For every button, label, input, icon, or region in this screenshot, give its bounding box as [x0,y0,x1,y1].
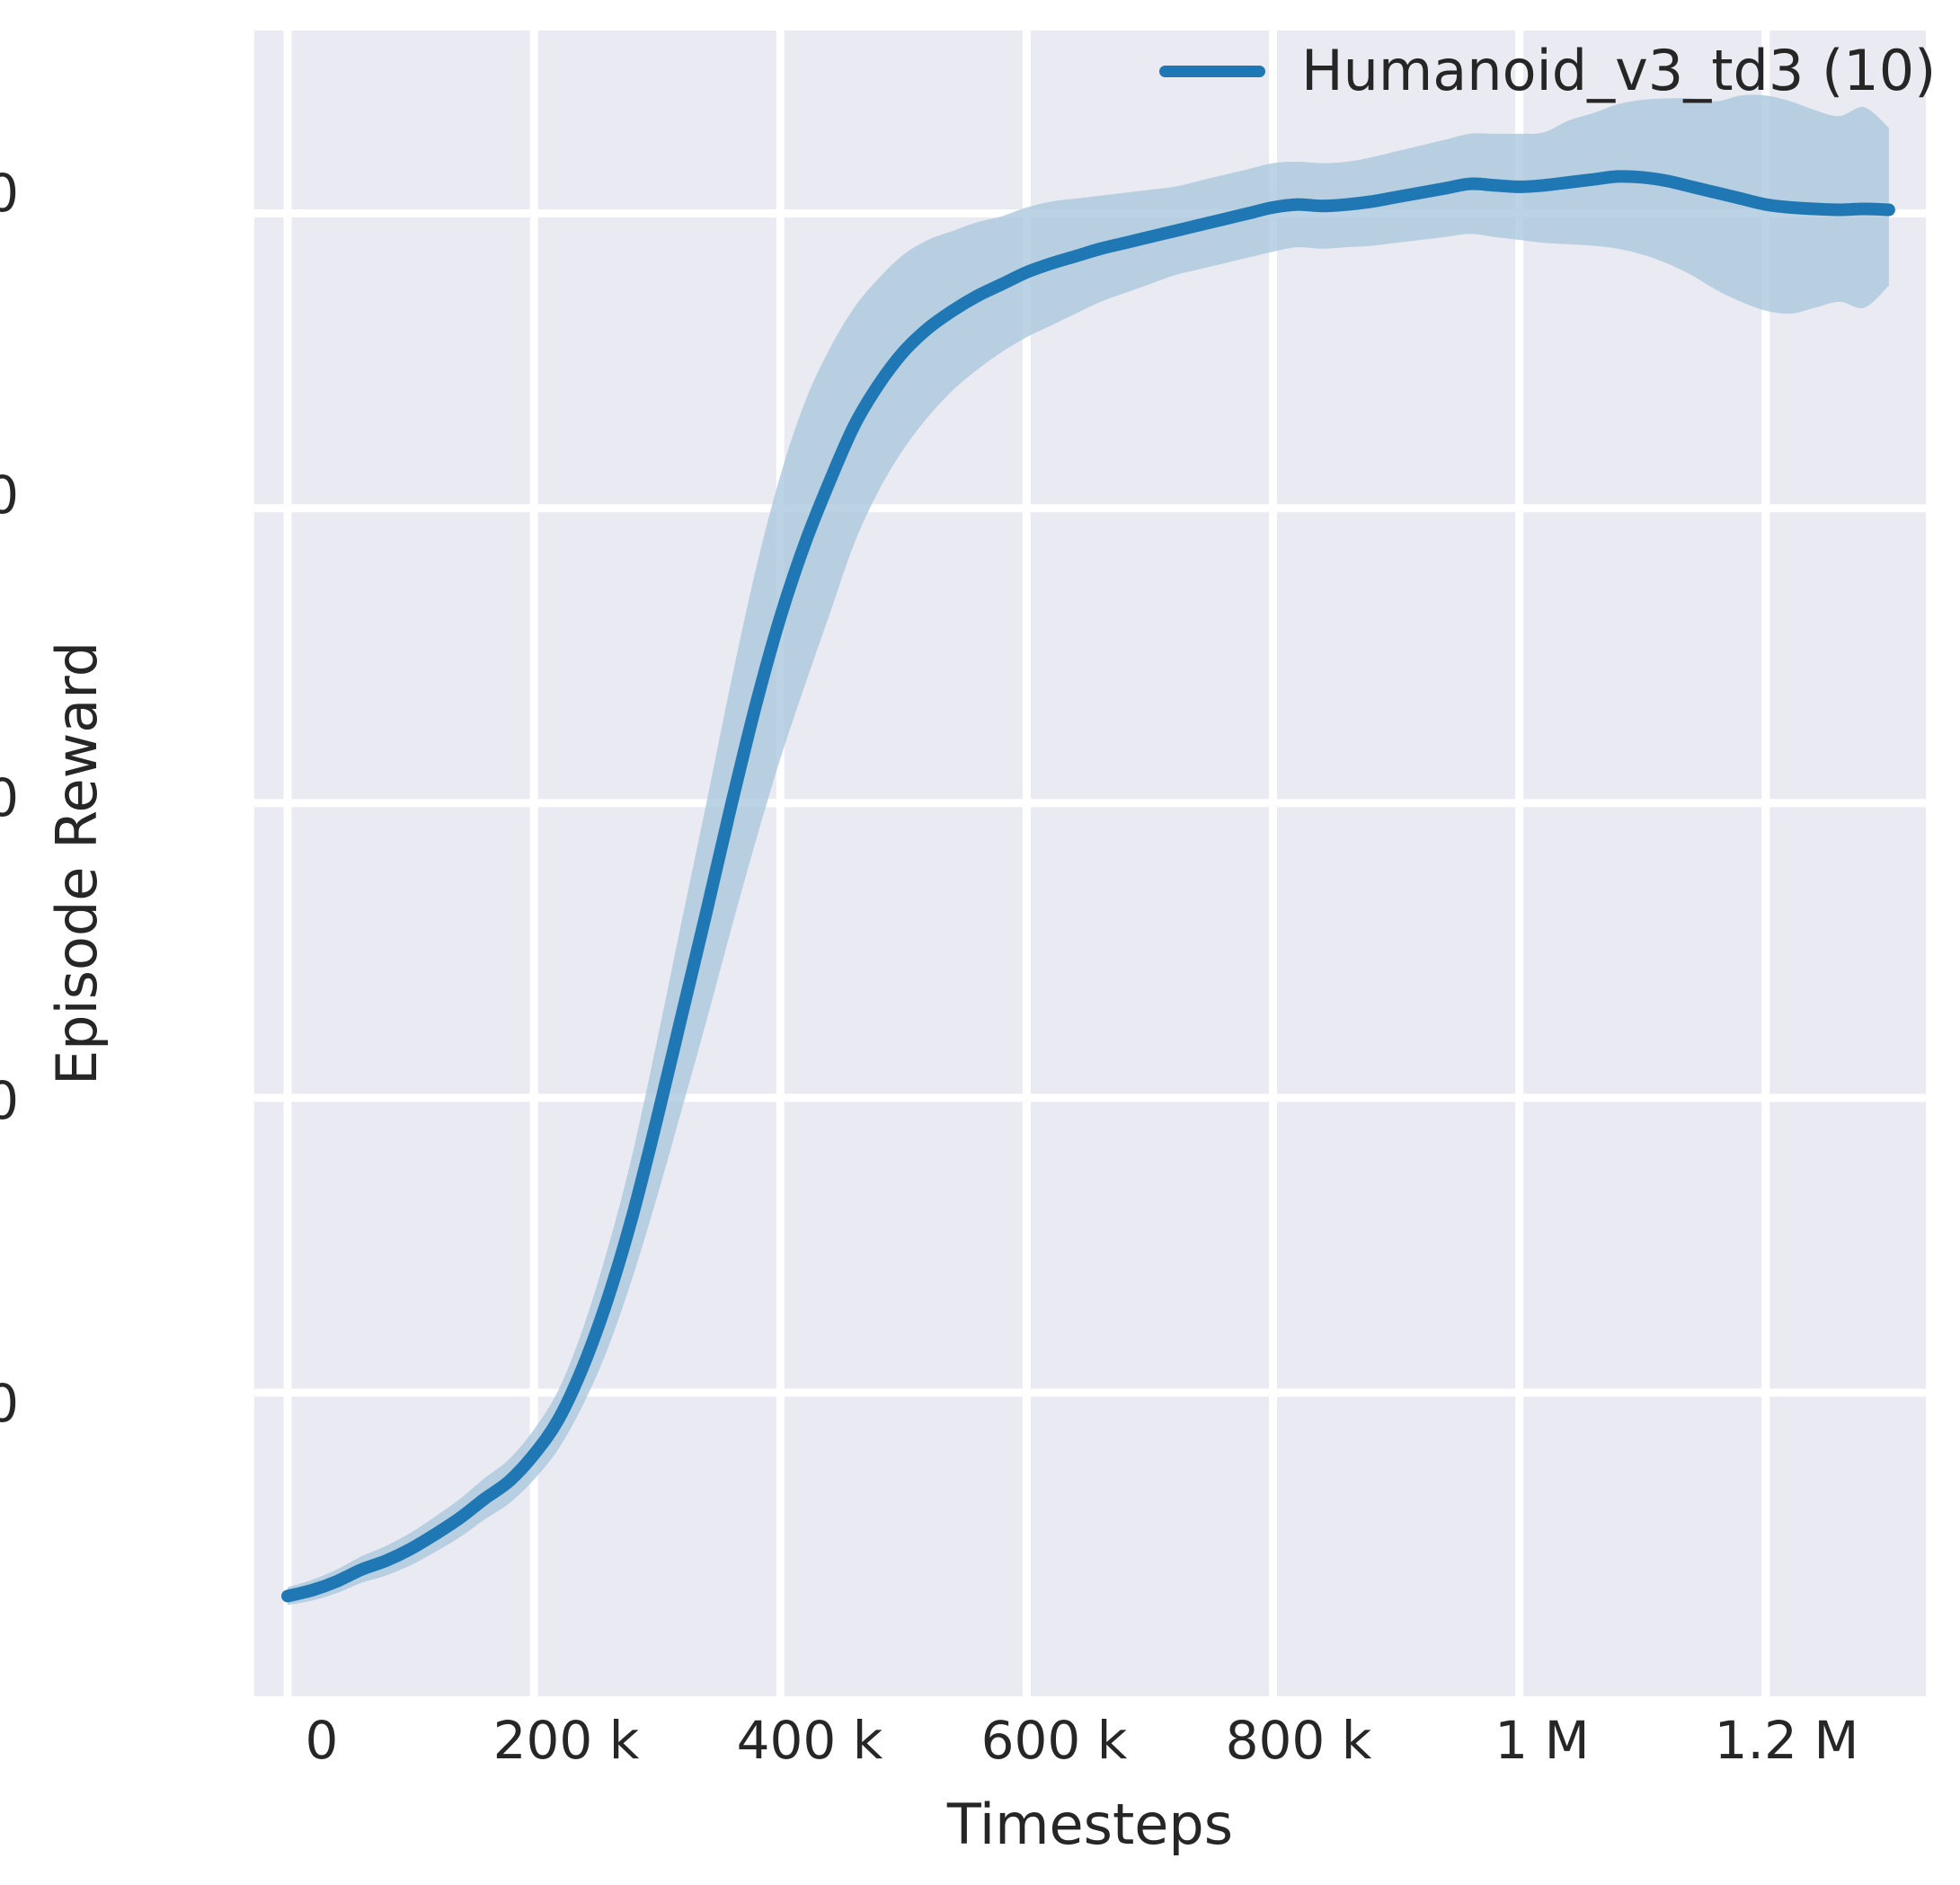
y-axis-title: Episode Reward [44,641,110,1086]
plot-area [254,31,1926,1696]
legend-line-swatch [1159,65,1265,77]
x-tick-label: 800 k [1225,1710,1372,1771]
x-tick-label: 1.2 M [1714,1710,1859,1771]
x-tick-label: 600 k [980,1710,1128,1771]
confidence-band [288,94,1889,1606]
chart-legend[interactable]: Humanoid_v3_td3 (10) [1159,43,1936,99]
x-tick-label: 0 [305,1710,339,1771]
x-tick-label: 400 k [736,1710,883,1771]
x-axis-title: Timesteps [946,1792,1234,1857]
x-tick-label: 200 k [492,1710,640,1771]
legend-label: Humanoid_v3_td3 (10) [1301,38,1937,103]
plot-svg [254,31,1926,1696]
x-tick-label: 1 M [1494,1710,1590,1771]
mean-line [281,170,1895,1603]
